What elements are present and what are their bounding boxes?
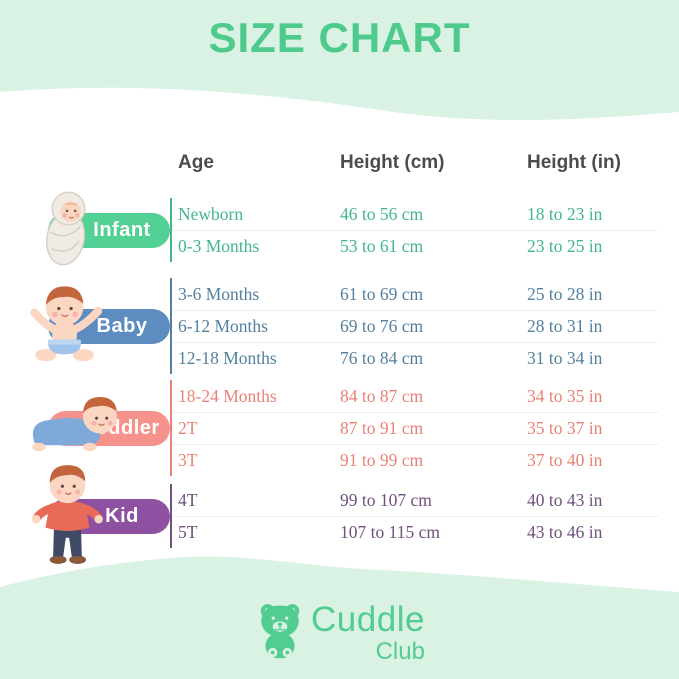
height-cm-cell: 99 to 107 cm [340, 489, 432, 510]
group-kid-rows: 4T 99 to 107 cm 40 to 43 in 5T 107 to 11… [170, 484, 658, 548]
baby-illustration [30, 286, 103, 362]
height-cm-cell: 107 to 115 cm [340, 522, 440, 542]
group-toddler: Toddler 18-24 Months [22, 380, 658, 476]
brand-name: Cuddle [311, 600, 425, 639]
group-baby-label-zone: Baby [22, 278, 170, 374]
group-infant-rows: Newborn 46 to 56 cm 18 to 23 in 0-3 Mont… [170, 198, 658, 262]
table-row: 6-12 Months 69 to 76 cm 28 to 31 in [172, 310, 658, 342]
height-in-cell: 35 to 37 in [527, 418, 603, 438]
height-in-cell: 18 to 23 in [527, 203, 603, 224]
age-cell: 4T [178, 489, 198, 510]
column-header-height-in: Height (in) [527, 152, 621, 173]
brand-subname: Club [375, 638, 425, 665]
table-row: 3T 91 to 99 cm 37 to 40 in [172, 444, 658, 476]
group-kid: Kid [22, 465, 658, 564]
height-cm-cell: 91 to 99 cm [340, 450, 424, 470]
standing-kid-illustration [32, 465, 103, 564]
height-cm-cell: 61 to 69 cm [340, 283, 424, 304]
kid-badge-label: Kid [105, 505, 139, 527]
crawling-toddler-illustration [32, 397, 117, 452]
table-row: Newborn 46 to 56 cm 18 to 23 in [172, 198, 658, 230]
table-row: 4T 99 to 107 cm 40 to 43 in [172, 484, 658, 516]
age-cell: 18-24 Months [178, 385, 277, 406]
size-table: Age Height (cm) Height (in) Infant [22, 150, 658, 564]
table-row: 0-3 Months 53 to 61 cm 23 to 25 in [172, 230, 658, 262]
brand-wordmark: Cuddle Club [311, 602, 425, 664]
baby-badge-label: Baby [96, 315, 148, 337]
teddy-bear-icon [260, 604, 300, 659]
age-cell: 6-12 Months [178, 316, 268, 336]
table-row: 18-24 Months 84 to 87 cm 34 to 35 in [172, 380, 658, 412]
height-cm-cell: 53 to 61 cm [340, 236, 424, 256]
group-infant-label-zone: Infant [22, 191, 170, 266]
table-row: 5T 107 to 115 cm 43 to 46 in [172, 516, 658, 548]
height-cm-cell: 84 to 87 cm [340, 385, 424, 406]
swaddled-infant-illustration [45, 191, 86, 266]
height-in-cell: 28 to 31 in [527, 316, 603, 336]
group-infant: Infant Newborn [22, 191, 658, 266]
brand-logo: Cuddle Club [0, 602, 679, 664]
age-cell: 0-3 Months [178, 236, 260, 256]
height-in-cell: 43 to 46 in [527, 522, 603, 542]
group-toddler-label-zone: Toddler [22, 380, 170, 476]
height-in-cell: 31 to 34 in [527, 348, 603, 368]
infant-badge-label: Infant [93, 219, 151, 241]
height-cm-cell: 46 to 56 cm [340, 203, 424, 224]
table-row: 12-18 Months 76 to 84 cm 31 to 34 in [172, 342, 658, 374]
group-baby-rows: 3-6 Months 61 to 69 cm 25 to 28 in 6-12 … [170, 278, 658, 374]
group-kid-label-zone: Kid [22, 465, 170, 564]
column-header-height-cm: Height (cm) [340, 152, 445, 173]
height-cm-cell: 76 to 84 cm [340, 348, 424, 368]
height-cm-cell: 87 to 91 cm [340, 418, 424, 438]
height-in-cell: 25 to 28 in [527, 283, 603, 304]
age-cell: 5T [178, 522, 198, 542]
height-in-cell: 40 to 43 in [527, 489, 603, 510]
card-shape [0, 87, 679, 593]
table-row: 2T 87 to 91 cm 35 to 37 in [172, 412, 658, 444]
group-toddler-rows: 18-24 Months 84 to 87 cm 34 to 35 in 2T … [170, 380, 658, 476]
table-row: 3-6 Months 61 to 69 cm 25 to 28 in [172, 278, 658, 310]
age-cell: 3T [178, 450, 198, 470]
age-cell: 3-6 Months [178, 283, 260, 304]
table-header-row: Age Height (cm) Height (in) [22, 150, 658, 176]
height-in-cell: 37 to 40 in [527, 450, 603, 470]
height-in-cell: 23 to 25 in [527, 236, 603, 256]
height-in-cell: 34 to 35 in [527, 385, 603, 406]
page-title: SIZE CHART [208, 14, 471, 61]
column-header-age: Age [178, 152, 214, 173]
age-cell: 2T [178, 418, 198, 438]
height-cm-cell: 69 to 76 cm [340, 316, 424, 336]
age-cell: Newborn [178, 203, 244, 224]
group-baby: Baby [22, 278, 658, 374]
age-cell: 12-18 Months [178, 348, 277, 368]
